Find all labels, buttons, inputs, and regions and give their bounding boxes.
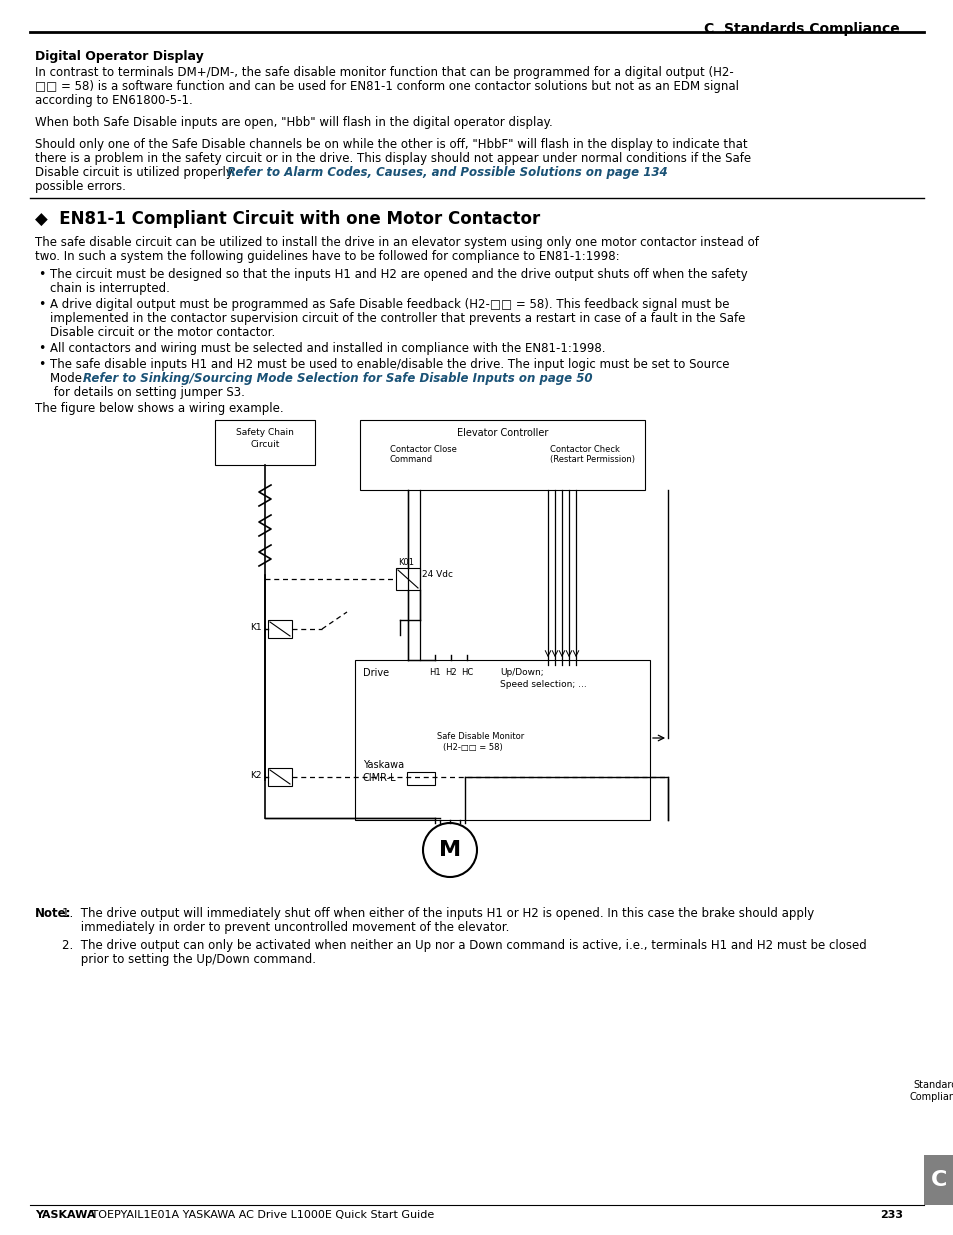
Text: Digital Operator Display: Digital Operator Display (35, 49, 204, 63)
Text: C  Standards Compliance: C Standards Compliance (703, 22, 899, 36)
Text: In contrast to terminals DM+/DM-, the safe disable monitor function that can be : In contrast to terminals DM+/DM-, the sa… (35, 65, 733, 79)
Bar (214, 420, 314, 466)
Bar (355, 659, 649, 820)
Text: Speed selection; ...: Speed selection; ... (499, 680, 586, 689)
Text: •: • (38, 268, 46, 282)
Text: Up/Down;: Up/Down; (499, 668, 543, 677)
Text: Disable circuit is utilized properly.: Disable circuit is utilized properly. (35, 165, 238, 179)
Text: The figure below shows a wiring example.: The figure below shows a wiring example. (35, 403, 283, 415)
Text: H2: H2 (445, 668, 456, 677)
Text: Should only one of the Safe Disable channels be on while the other is off, "HbbF: Should only one of the Safe Disable chan… (35, 138, 747, 151)
Text: Disable circuit or the motor contactor.: Disable circuit or the motor contactor. (50, 326, 275, 338)
Text: When both Safe Disable inputs are open, "Hbb" will flash in the digital operator: When both Safe Disable inputs are open, … (35, 116, 552, 128)
Bar (407, 772, 435, 785)
Text: immediately in order to prevent uncontrolled movement of the elevator.: immediately in order to prevent uncontro… (62, 921, 509, 934)
Text: according to EN61800-5-1.: according to EN61800-5-1. (35, 94, 193, 107)
Text: Circuit: Circuit (250, 440, 279, 450)
Text: Safe Disable Monitor: Safe Disable Monitor (436, 732, 524, 741)
Text: 233: 233 (879, 1210, 902, 1220)
Text: The safe disable circuit can be utilized to install the drive in an elevator sys: The safe disable circuit can be utilized… (35, 236, 758, 249)
Text: Contactor Close: Contactor Close (390, 445, 456, 454)
Text: 24 Vdc: 24 Vdc (421, 571, 453, 579)
Text: YASKAWA: YASKAWA (35, 1210, 95, 1220)
Text: H1: H1 (429, 668, 440, 677)
Text: Elevator Controller: Elevator Controller (456, 429, 548, 438)
Text: CIMR-L: CIMR-L (363, 773, 396, 783)
Text: A drive digital output must be programmed as Safe Disable feedback (H2-□□ = 58).: A drive digital output must be programme… (50, 298, 729, 311)
Text: 1.  The drive output will immediately shut off when either of the inputs H1 or H: 1. The drive output will immediately shu… (62, 906, 814, 920)
Text: Safety Chain: Safety Chain (235, 429, 294, 437)
Text: Yaskawa: Yaskawa (363, 760, 404, 769)
Text: Refer to Alarm Codes, Causes, and Possible Solutions on page 134: Refer to Alarm Codes, Causes, and Possib… (227, 165, 667, 179)
Text: prior to setting the Up/Down command.: prior to setting the Up/Down command. (62, 953, 315, 966)
Text: Contactor Check: Contactor Check (550, 445, 619, 454)
Text: K2: K2 (250, 771, 261, 781)
Text: •: • (38, 342, 46, 354)
Text: for details on setting jumper S3.: for details on setting jumper S3. (50, 387, 245, 399)
Text: K01: K01 (397, 558, 414, 567)
Text: 2.  The drive output can only be activated when neither an Up nor a Down command: 2. The drive output can only be activate… (62, 939, 866, 952)
Text: Standards
Compliance: Standards Compliance (908, 1079, 953, 1102)
Text: ◆  EN81-1 Compliant Circuit with one Motor Contactor: ◆ EN81-1 Compliant Circuit with one Moto… (35, 210, 539, 228)
Bar (923, 1155, 953, 1205)
Text: The circuit must be designed so that the inputs H1 and H2 are opened and the dri: The circuit must be designed so that the… (50, 268, 747, 282)
Text: two. In such a system the following guidelines have to be followed for complianc: two. In such a system the following guid… (35, 249, 619, 263)
Text: Mode.: Mode. (50, 372, 90, 385)
Bar (395, 568, 419, 590)
Text: •: • (38, 298, 46, 311)
Text: possible errors.: possible errors. (35, 180, 126, 193)
Circle shape (422, 823, 476, 877)
Text: C: C (930, 1170, 946, 1191)
Text: (H2-□□ = 58): (H2-□□ = 58) (442, 743, 502, 752)
Text: Note:: Note: (35, 906, 71, 920)
Text: TOEPYAIL1E01A YASKAWA AC Drive L1000E Quick Start Guide: TOEPYAIL1E01A YASKAWA AC Drive L1000E Qu… (88, 1210, 434, 1220)
Text: implemented in the contactor supervision circuit of the controller that prevents: implemented in the contactor supervision… (50, 312, 744, 325)
Text: (Restart Permission): (Restart Permission) (550, 454, 635, 464)
Text: •: • (38, 358, 46, 370)
Text: The safe disable inputs H1 and H2 must be used to enable/disable the drive. The : The safe disable inputs H1 and H2 must b… (50, 358, 729, 370)
Bar (268, 620, 292, 638)
Text: All contactors and wiring must be selected and installed in compliance with the : All contactors and wiring must be select… (50, 342, 605, 354)
Text: Command: Command (390, 454, 433, 464)
Text: □□ = 58) is a software function and can be used for EN81-1 conform one contactor: □□ = 58) is a software function and can … (35, 80, 739, 93)
Text: HC: HC (460, 668, 473, 677)
Bar (359, 420, 644, 490)
Bar (268, 768, 292, 785)
Text: M: M (438, 840, 460, 860)
Text: chain is interrupted.: chain is interrupted. (50, 282, 170, 295)
Text: Drive: Drive (363, 668, 389, 678)
Text: Refer to Sinking/Sourcing Mode Selection for Safe Disable Inputs on page 50: Refer to Sinking/Sourcing Mode Selection… (83, 372, 592, 385)
Text: K1: K1 (250, 622, 261, 632)
Text: there is a problem in the safety circuit or in the drive. This display should no: there is a problem in the safety circuit… (35, 152, 750, 165)
